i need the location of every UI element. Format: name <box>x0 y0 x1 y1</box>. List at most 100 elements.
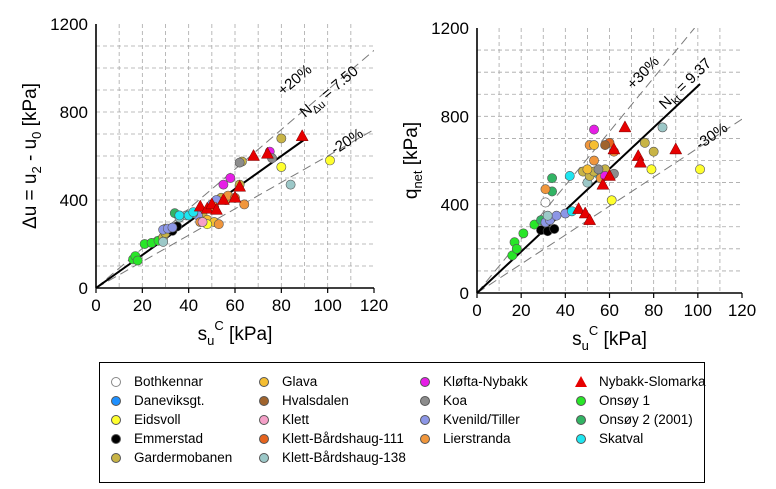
data-point <box>551 210 562 221</box>
lower-bound-line <box>96 129 374 288</box>
data-point <box>132 255 143 266</box>
data-point <box>325 155 335 166</box>
data-point-triangle <box>193 199 207 212</box>
lower-bound-label: -20% <box>328 125 367 158</box>
legend-column: Bothkennar Daneviksgt. Eidsvoll Emmerstad Ga… <box>109 372 232 467</box>
y-tick-label: 1200 <box>431 19 469 38</box>
legend-circle-marker <box>418 432 432 446</box>
legend-label: Onsøy 1 <box>599 393 651 408</box>
legend-circle-marker <box>257 413 271 427</box>
legend-circle-marker <box>109 394 123 408</box>
legend-triangle-marker <box>574 375 588 389</box>
legend-column: Nybakk-Slomarka Onsøy 1 Onsøy 2 (2001) Skat… <box>574 372 706 448</box>
y-axis-label: Δu = u2 - u0 [kPa] <box>20 83 44 229</box>
data-point-triangle <box>669 142 683 155</box>
data-point-triangle <box>631 149 645 161</box>
data-point-triangle <box>247 148 260 161</box>
y-tick-label: 400 <box>60 191 88 210</box>
legend-label: Kløfta-Nybakk <box>443 374 528 389</box>
legend-label: Klett <box>282 412 310 427</box>
data-point-triangle <box>583 213 597 225</box>
data-point <box>518 228 529 239</box>
data-point <box>542 210 553 221</box>
legend-item: Klett-Bårdshaug-111 <box>257 429 406 448</box>
y-tick-label: 800 <box>60 103 88 122</box>
lower-bound-line <box>477 118 742 293</box>
legend-item: Onsøy 2 (2001) <box>574 410 706 429</box>
legend-label: Hvalsdalen <box>282 393 349 408</box>
data-point <box>234 157 245 168</box>
data-point <box>540 197 551 208</box>
data-point <box>547 173 557 184</box>
data-point-triangle <box>295 129 309 141</box>
data-point <box>540 184 551 195</box>
x-tick-label: 20 <box>512 301 531 320</box>
data-point <box>648 146 659 157</box>
data-point <box>646 164 657 175</box>
legend-circle-marker <box>257 375 271 389</box>
data-point-triangle <box>603 168 616 181</box>
legend-item: Kløfta-Nybakk <box>418 372 528 391</box>
legend-circle-marker <box>109 451 123 465</box>
data-point-triangle <box>578 206 592 219</box>
data-point <box>213 219 224 230</box>
legend-circle-marker <box>574 432 588 446</box>
lower-bound-label: -30% <box>693 119 731 153</box>
legend: Bothkennar Daneviksgt. Eidsvoll Emmerstad Ga… <box>99 362 706 483</box>
data-point-triangle <box>228 190 242 203</box>
data-point-triangle <box>633 155 647 168</box>
x-tick-label: 0 <box>91 296 100 315</box>
data-point <box>564 171 575 181</box>
data-point-triangle <box>210 202 223 215</box>
data-points <box>507 120 705 261</box>
legend-label: Gardermobanen <box>134 450 233 465</box>
legend-item: Gardermobanen <box>109 448 232 467</box>
legend-item: Nybakk-Slomarka <box>574 372 706 391</box>
legend-circle-marker <box>257 451 271 465</box>
x-tick-label: 100 <box>684 301 712 320</box>
x-tick-label: 20 <box>133 296 152 315</box>
legend-item: Glava <box>257 372 406 391</box>
data-point <box>239 199 250 210</box>
data-point-triangle <box>572 202 586 214</box>
legend-circle-marker <box>418 394 432 408</box>
legend-circle-marker <box>257 432 271 446</box>
y-tick-label: 800 <box>441 107 469 126</box>
y-tick-label: 0 <box>460 284 469 303</box>
data-point <box>158 236 169 247</box>
legend-item: Bothkennar <box>109 372 232 391</box>
data-point-triangle <box>261 146 274 159</box>
x-tick-label: 40 <box>556 301 575 320</box>
legend-label: Bothkennar <box>134 374 204 389</box>
legend-label: Skatval <box>599 431 644 446</box>
legend-label: Klett-Bårdshaug-111 <box>282 431 404 446</box>
legend-label: Klett-Bårdshaug-138 <box>282 450 406 465</box>
data-point <box>582 164 593 175</box>
data-point <box>225 173 236 183</box>
upper-bound-line <box>96 50 374 288</box>
data-point <box>549 224 560 234</box>
x-tick-label: 120 <box>360 296 388 315</box>
y-tick-label: 1200 <box>50 15 88 34</box>
legend-item: Onsøy 1 <box>574 391 706 410</box>
data-point <box>639 137 650 148</box>
data-point-triangle <box>596 177 610 190</box>
data-point <box>695 164 705 175</box>
x-axis-label: suC [kPa] <box>198 318 273 348</box>
x-tick-label: 100 <box>313 296 341 315</box>
legend-item: Koa <box>418 391 528 410</box>
legend-item: Emmerstad <box>109 429 232 448</box>
data-point <box>285 179 296 190</box>
x-tick-label: 120 <box>728 301 756 320</box>
legend-circle-marker <box>257 394 271 408</box>
legend-label: Eidsvoll <box>134 412 181 427</box>
legend-circle-marker <box>109 413 123 427</box>
y-tick-label: 0 <box>79 279 88 298</box>
legend-item: Hvalsdalen <box>257 391 406 410</box>
legend-circle-marker <box>109 375 123 389</box>
data-point <box>218 179 229 190</box>
data-point <box>276 133 287 144</box>
x-tick-label: 60 <box>600 301 619 320</box>
legend-item: Daneviksgt. <box>109 391 232 410</box>
legend-item: Eidsvoll <box>109 410 232 429</box>
